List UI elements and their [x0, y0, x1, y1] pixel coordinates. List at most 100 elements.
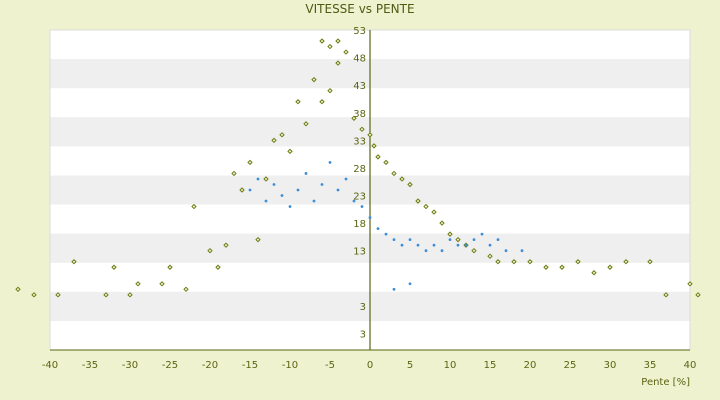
data-point	[159, 281, 165, 287]
y-tick-label: 18	[353, 219, 366, 230]
x-tick-label: -30	[122, 360, 138, 371]
x-tick-label: 25	[564, 360, 577, 371]
data-point	[335, 60, 341, 66]
data-point	[287, 148, 293, 155]
data-point	[343, 49, 349, 55]
data-point	[223, 242, 229, 248]
x-tick-label: -5	[325, 360, 335, 371]
data-point	[296, 188, 300, 192]
data-point	[271, 137, 277, 144]
x-tick-label: 15	[484, 360, 497, 371]
data-point	[399, 176, 405, 182]
data-point	[359, 126, 365, 133]
data-point	[368, 216, 372, 219]
data-point	[167, 264, 173, 270]
y-tick-label: 33	[353, 136, 366, 147]
data-point	[447, 231, 453, 237]
x-axis-title: Pente [%]	[641, 377, 690, 388]
data-point	[231, 170, 237, 177]
x-tick-label: 35	[644, 360, 657, 371]
data-point	[360, 205, 364, 208]
y-tick-label: 23	[353, 192, 366, 203]
x-tick-label: 0	[367, 360, 373, 371]
data-point	[272, 183, 276, 186]
y-tick-label: 48	[353, 54, 366, 65]
data-point	[288, 205, 292, 208]
data-point	[687, 281, 693, 287]
data-point	[623, 259, 629, 265]
data-point	[383, 159, 389, 166]
data-point	[344, 177, 348, 181]
data-point	[511, 259, 517, 265]
data-point	[392, 287, 396, 291]
x-tick-label: 20	[524, 360, 537, 371]
data-point	[327, 87, 333, 94]
data-point	[392, 238, 396, 242]
data-point	[663, 292, 669, 298]
chart-title: VITESSE vs PENTE	[305, 2, 415, 16]
data-point	[488, 243, 492, 247]
data-point	[351, 115, 357, 121]
data-point	[303, 121, 309, 127]
data-point	[415, 198, 421, 204]
data-point	[336, 188, 340, 192]
data-point	[263, 176, 269, 182]
data-point	[191, 203, 197, 210]
data-point	[439, 220, 445, 226]
data-point	[352, 199, 356, 203]
data-point	[504, 249, 508, 253]
data-point	[207, 247, 213, 254]
data-point	[248, 188, 252, 192]
x-tick-label: -20	[202, 360, 218, 371]
data-point	[400, 243, 404, 247]
data-point	[135, 281, 141, 287]
data-point	[312, 199, 316, 203]
data-point	[255, 236, 261, 243]
data-point	[279, 132, 285, 138]
data-point	[103, 292, 109, 298]
data-point	[695, 292, 701, 298]
data-point	[440, 249, 444, 253]
data-point	[408, 238, 412, 242]
data-point	[371, 143, 377, 149]
data-point	[495, 259, 501, 265]
data-point	[256, 177, 260, 181]
data-point	[375, 154, 381, 160]
data-point	[448, 238, 452, 242]
data-point	[31, 292, 37, 298]
x-tick-label: 5	[407, 360, 413, 371]
data-point	[423, 203, 429, 210]
data-point	[431, 209, 437, 215]
x-tick-label: -10	[282, 360, 298, 371]
data-point	[496, 238, 500, 242]
data-point	[327, 43, 333, 50]
data-point	[559, 264, 565, 270]
data-point	[416, 243, 420, 247]
y-tick-label: 28	[353, 164, 366, 175]
data-point	[280, 194, 284, 197]
x-tick-label: -25	[162, 360, 178, 371]
data-point	[471, 247, 477, 254]
y-tick-label: 38	[353, 109, 366, 120]
x-tick-label: -40	[42, 360, 58, 371]
x-tick-label: -15	[242, 360, 258, 371]
data-point	[239, 187, 245, 193]
data-point	[607, 264, 613, 270]
data-point	[384, 232, 388, 236]
data-point	[264, 199, 268, 203]
data-point	[456, 243, 460, 247]
data-point	[424, 249, 428, 253]
data-point	[408, 282, 412, 286]
data-point	[591, 270, 597, 276]
data-point	[480, 232, 484, 236]
y-tick-label: 3	[360, 329, 366, 340]
data-point	[464, 243, 468, 247]
data-point	[311, 76, 317, 83]
data-point	[111, 264, 117, 270]
data-point	[407, 181, 413, 188]
data-point	[647, 259, 653, 265]
data-point	[71, 259, 77, 265]
data-point	[335, 38, 341, 44]
data-point	[320, 183, 324, 186]
data-point	[391, 170, 397, 177]
